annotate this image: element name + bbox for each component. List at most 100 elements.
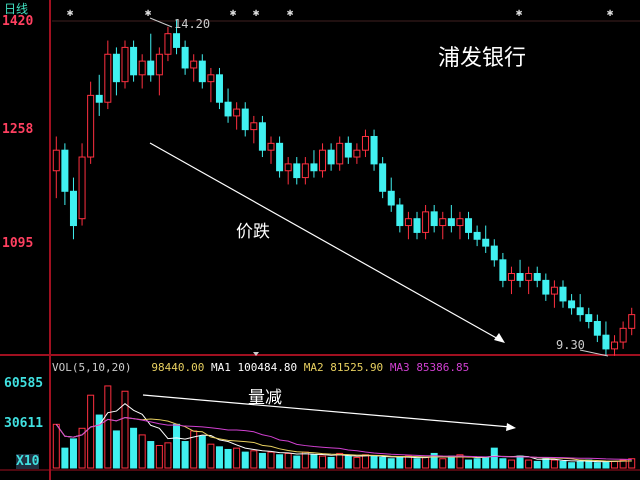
arrow-head-icon [506,423,516,431]
volume-bar [207,443,215,469]
candle-body [258,122,266,151]
vol-tick-label: 60585 [4,376,44,391]
low-pointer [579,349,609,357]
volume-bar [258,452,266,469]
candle-body [473,231,481,240]
candle-body [602,334,610,350]
candle-body [361,135,369,151]
candle-body [293,163,301,179]
volume-bar [130,427,138,469]
volume-bar [550,459,558,469]
ma1-label: MA1 [210,361,231,374]
candle-body [593,320,601,336]
candle-body [267,142,275,151]
price-down-annotation: 价跌 [236,222,270,242]
candle-body [250,122,258,131]
volume-bar [69,438,77,469]
arrow-head-icon [494,333,505,343]
volume-bar [87,394,95,469]
vol-unit-label: X10 [16,454,40,469]
volume-bar [138,434,146,469]
candle-body [404,218,412,227]
volume-bar [533,460,541,469]
event-marker-icon: ✱ [607,6,614,19]
candle-body [121,46,129,83]
volume-bar [559,460,567,469]
ma3-value: 85386.85 [416,361,470,374]
volume-trend-arrow [142,394,511,428]
candle-body [585,314,593,322]
volume-bar [370,455,378,469]
candle-body [112,53,120,83]
volume-bar [121,390,129,469]
event-marker-icon: ✱ [145,6,152,19]
candle-body [233,108,241,117]
candle-body [327,149,335,165]
volume-ma3-line [55,417,632,460]
volume-readout: VOL(5,10,20) 98440.00 MA1 100484.80 MA2 … [52,361,469,374]
cursor-marker-icon [253,352,259,356]
candle-body [284,163,292,172]
volume-bar [379,456,387,469]
volume-bar [576,460,584,469]
volume-ma1-line [55,403,632,463]
volume-bar [241,451,249,469]
volume-bar [602,460,610,469]
candle-body [413,218,421,233]
volume-bar [173,423,181,469]
volume-bar [525,459,533,469]
volume-bar [250,450,258,469]
volume-bar [456,454,464,469]
candle-body [611,341,619,350]
candle-body [224,101,232,117]
volume-bar [147,441,155,469]
volume-bar [628,458,636,469]
candle-body [499,259,507,281]
candle-body [370,135,378,165]
candle-body [130,46,138,76]
candle-body [353,149,361,158]
candle-body [61,149,69,192]
price-trend-arrow [149,142,501,341]
event-marker-icon: ✱ [516,6,523,19]
volume-bar [593,462,601,469]
y-tick-label: 1095 [2,236,34,251]
volume-bar [490,447,498,469]
candle-body [198,60,206,83]
volume-bar [78,427,86,469]
volume-bar [465,459,473,469]
candle-body [181,46,189,69]
volume-bar [319,455,327,469]
volume-bar [181,441,189,469]
high-label: 14.20 [174,17,211,31]
ma2-value: 81525.90 [330,361,384,374]
volume-bar [293,455,301,469]
candle-body [173,33,181,48]
volume-bar [422,456,430,469]
event-marker-icon: ✱ [67,6,74,19]
volume-bar [336,452,344,469]
candle-body [490,245,498,261]
candle-body [52,149,60,172]
ma1-value: 100484.80 [237,361,298,374]
candle-body [516,273,524,281]
candle-body [310,163,318,172]
volume-bar [404,455,412,469]
volume-bar [568,462,576,469]
candle-body [387,190,395,206]
volume-bar [344,455,352,469]
volume-bar [473,458,481,469]
vol-tick-label: 30611 [4,416,44,431]
candle-body [447,218,455,227]
vol-value: 98440.00 [151,361,205,374]
event-marker-icon: ✱ [253,6,260,19]
candle-body [507,273,515,281]
volume-bar [396,456,404,469]
low-label: 9.30 [556,338,585,352]
volume-bar [430,452,438,469]
ma2-label: MA2 [303,361,324,374]
period-label[interactable]: 日线 [4,2,29,16]
volume-bar [267,451,275,469]
candle-body [319,149,327,172]
